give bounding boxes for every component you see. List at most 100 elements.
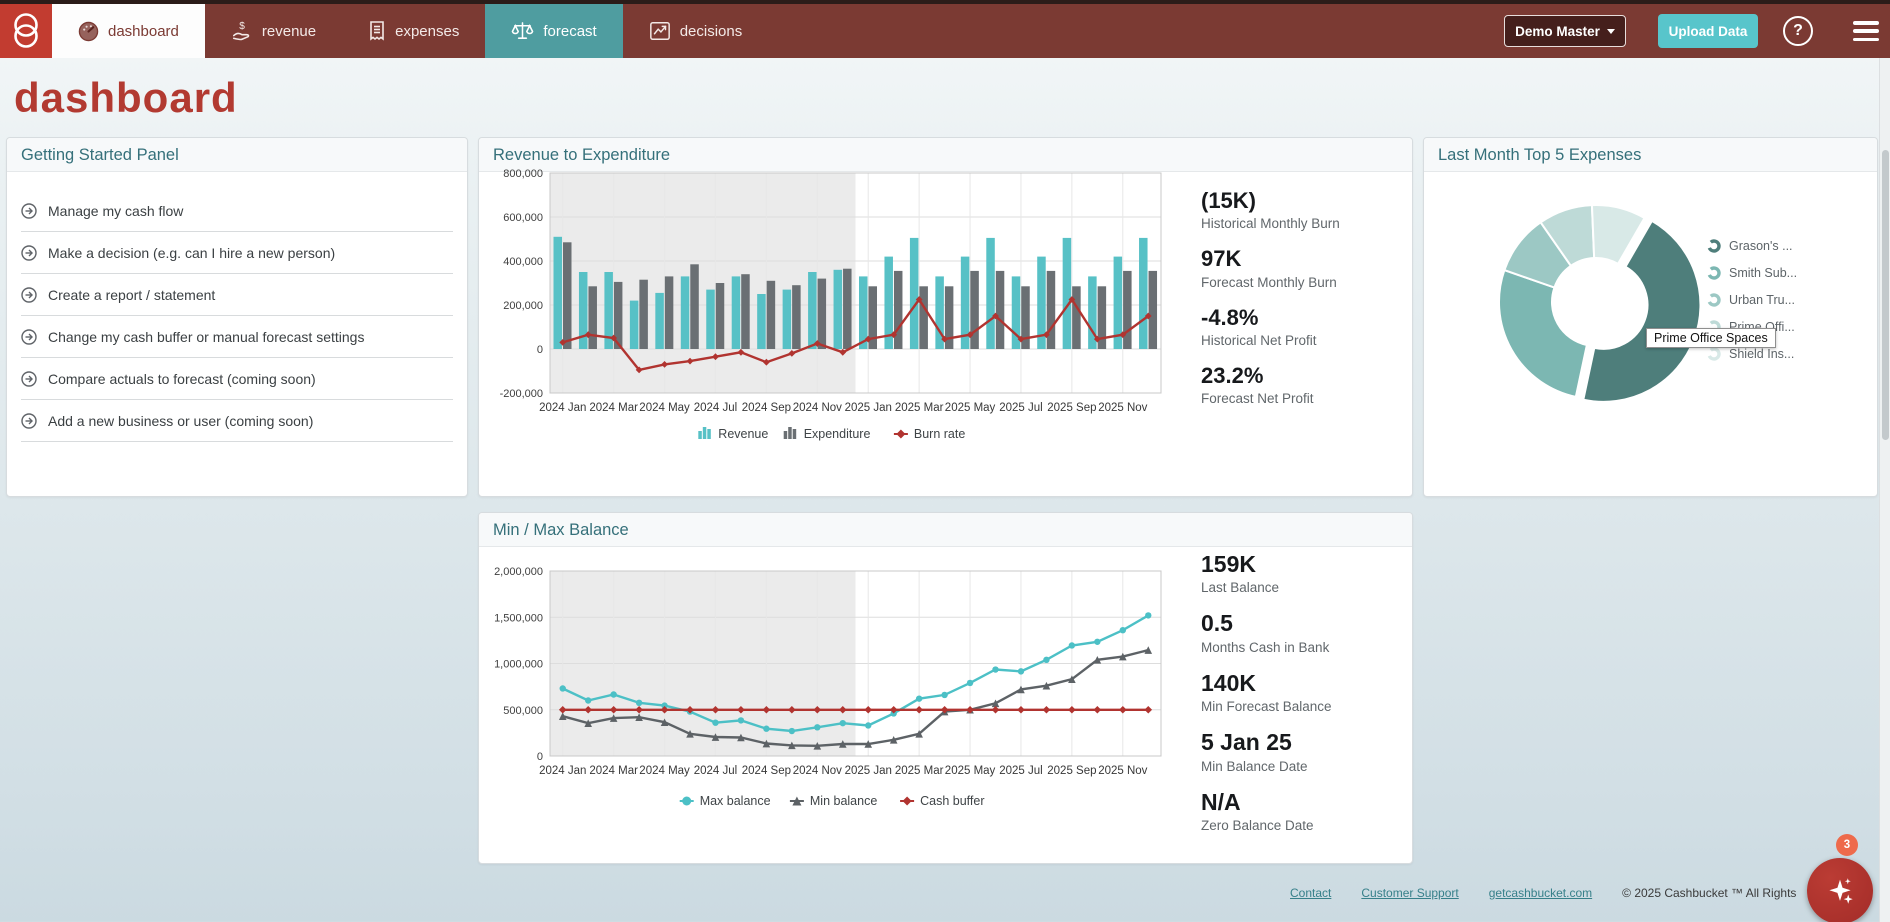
getting-started-item[interactable]: Change my cash buffer or manual forecast… (21, 316, 453, 358)
svg-text:2024 Jul: 2024 Jul (694, 402, 737, 414)
account-menu-button[interactable]: Demo Master (1504, 15, 1626, 47)
tab-label: dashboard (108, 22, 179, 40)
stat-value: 97K (1201, 246, 1242, 272)
getting-started-item-label: Make a decision (e.g. can I hire a new p… (48, 244, 336, 261)
legend-item-min-balance[interactable]: Min balance (789, 794, 877, 808)
donut-legend-item[interactable]: Shield Ins... (1707, 344, 1797, 363)
donut-legend-item[interactable]: Grason's ... (1707, 236, 1797, 255)
ring-icon (1707, 292, 1721, 307)
donut-slice[interactable] (1582, 219, 1702, 403)
nav-tabs: dashboard $ revenue expenses forecast de… (52, 4, 768, 58)
svg-text:-200,000: -200,000 (500, 388, 543, 400)
footer-link-contact[interactable]: Contact (1290, 886, 1332, 900)
svg-text:0: 0 (537, 344, 543, 356)
getting-started-item[interactable]: Make a decision (e.g. can I hire a new p… (21, 232, 453, 274)
stat-label: Last Balance (1201, 580, 1280, 596)
tab-revenue[interactable]: $ revenue (205, 4, 342, 58)
window-top-strip (0, 0, 1890, 4)
arrow-right-circle-icon (21, 286, 37, 303)
chart-tooltip: Prime Office Spaces (1646, 328, 1776, 348)
legend-item-burn-rate[interactable]: Burn rate (893, 427, 965, 441)
svg-text:$: $ (239, 21, 245, 32)
legend-item-cash-buffer[interactable]: Cash buffer (900, 794, 985, 808)
top-nav: dashboard $ revenue expenses forecast de… (0, 4, 1890, 58)
getting-started-item-label: Add a new business or user (coming soon) (48, 412, 314, 429)
svg-text:Expenditure: Expenditure (804, 427, 871, 441)
donut-legend-item[interactable]: Smith Sub... (1707, 263, 1797, 282)
donut-legend-label: Urban Tru... (1729, 292, 1795, 307)
svg-text:1,000,000: 1,000,000 (494, 659, 543, 671)
svg-text:0: 0 (537, 751, 543, 763)
caret-down-icon (1606, 28, 1615, 34)
svg-text:2025 Jul: 2025 Jul (999, 765, 1042, 777)
getting-started-item[interactable]: Add a new business or user (coming soon) (21, 400, 453, 442)
tab-label: decisions (679, 22, 743, 40)
tab-dashboard[interactable]: dashboard (52, 4, 205, 58)
min-max-stats: 159K Last Balance 0.5 Months Cash in Bank 14… (1201, 551, 1401, 848)
footer-link-getcashbucket-com[interactable]: getcashbucket.com (1488, 886, 1593, 900)
stat-value: 159K (1201, 551, 1256, 577)
legend-item-max-balance[interactable]: Max balance (679, 794, 771, 808)
legend-item-revenue[interactable]: Revenue (698, 427, 768, 441)
legend-item-expenditure[interactable]: Expenditure (783, 427, 871, 441)
cashbucket-logo[interactable] (0, 4, 52, 58)
svg-text:Revenue: Revenue (718, 427, 768, 441)
help-icon[interactable] (1783, 16, 1813, 46)
stat-label: Min Forecast Balance (1201, 699, 1332, 715)
footer-links: Contact Customer Support getcashbucket.com (1290, 886, 1592, 900)
upload-data-button[interactable]: Upload Data (1658, 14, 1758, 48)
revenue-expenditure-chart[interactable]: 800,000 600,000 400,000 200,000 0 -200,000 202… (489, 163, 1201, 473)
donut-legend-label: Smith Sub... (1729, 265, 1798, 280)
svg-text:600,000: 600,000 (503, 212, 543, 224)
hamburger-menu-icon[interactable] (1853, 21, 1879, 41)
getting-started-item[interactable]: Compare actuals to forecast (coming soon… (21, 358, 453, 400)
svg-text:2024 Sep: 2024 Sep (742, 402, 791, 414)
svg-text:Min balance: Min balance (810, 794, 877, 808)
sparkles-icon (1829, 878, 1853, 904)
svg-text:2024 Nov: 2024 Nov (793, 765, 842, 777)
assistant-fab-button[interactable] (1807, 858, 1873, 922)
line-chart-icon (649, 20, 671, 42)
stat-value: N/A (1201, 788, 1241, 815)
account-menu-label: Demo Master (1515, 23, 1600, 39)
top-expenses-donut-chart[interactable] (1471, 193, 1721, 413)
copyright-text: © 2025 Cashbucket ™ All Rights (1622, 886, 1797, 900)
getting-started-item[interactable]: Manage my cash flow (21, 190, 453, 232)
donut-slice[interactable] (1498, 268, 1589, 399)
tab-decisions[interactable]: decisions (623, 4, 769, 58)
footer-link-customer-support[interactable]: Customer Support (1361, 886, 1459, 900)
getting-started-item[interactable]: Create a report / statement (21, 274, 453, 316)
svg-text:2024 Mar: 2024 Mar (589, 402, 638, 414)
svg-text:Max balance: Max balance (700, 794, 771, 808)
getting-started-list: Manage my cash flow Make a decision (e.g.… (7, 172, 467, 442)
svg-text:2024 Jul: 2024 Jul (694, 765, 737, 777)
notification-badge: 3 (1836, 834, 1858, 856)
stat-label: Months Cash in Bank (1201, 639, 1330, 655)
revenue-stats: (15K) Historical Monthly Burn 97K Forecast … (1201, 188, 1401, 421)
getting-started-item-label: Manage my cash flow (48, 202, 184, 219)
svg-text:2025 Sep: 2025 Sep (1047, 402, 1096, 414)
stat-label: Historical Monthly Burn (1201, 216, 1340, 232)
tab-forecast[interactable]: forecast (485, 4, 623, 58)
top-expenses-panel: Last Month Top 5 Expenses Grason's ... Sm… (1423, 137, 1878, 497)
svg-text:2024 May: 2024 May (639, 765, 690, 777)
svg-text:2025 Jan: 2025 Jan (845, 765, 892, 777)
svg-text:2024 Jan: 2024 Jan (539, 402, 586, 414)
tab-expenses[interactable]: expenses (342, 4, 485, 58)
stat-label: Min Balance Date (1201, 758, 1308, 774)
logo-circles-icon (14, 13, 38, 48)
donut-slice[interactable] (1590, 204, 1646, 266)
scrollbar-track[interactable] (1879, 58, 1890, 922)
svg-text:400,000: 400,000 (503, 256, 543, 268)
min-max-balance-chart[interactable]: 2,000,000 1,500,000 1,000,000 500,000 0 2024 … (489, 558, 1201, 858)
scrollbar-thumb[interactable] (1882, 150, 1889, 440)
arrow-right-circle-icon (21, 328, 37, 345)
svg-text:2025 Nov: 2025 Nov (1098, 402, 1147, 414)
svg-text:2024 Mar: 2024 Mar (589, 765, 638, 777)
donut-legend-item[interactable]: Urban Tru... (1707, 290, 1797, 309)
gauge-icon (78, 21, 99, 42)
getting-started-item-label: Change my cash buffer or manual forecast… (48, 328, 365, 345)
arrow-right-circle-icon (21, 412, 37, 429)
min-max-balance-title: Min / Max Balance (479, 513, 1412, 547)
svg-text:2025 May: 2025 May (945, 765, 996, 777)
